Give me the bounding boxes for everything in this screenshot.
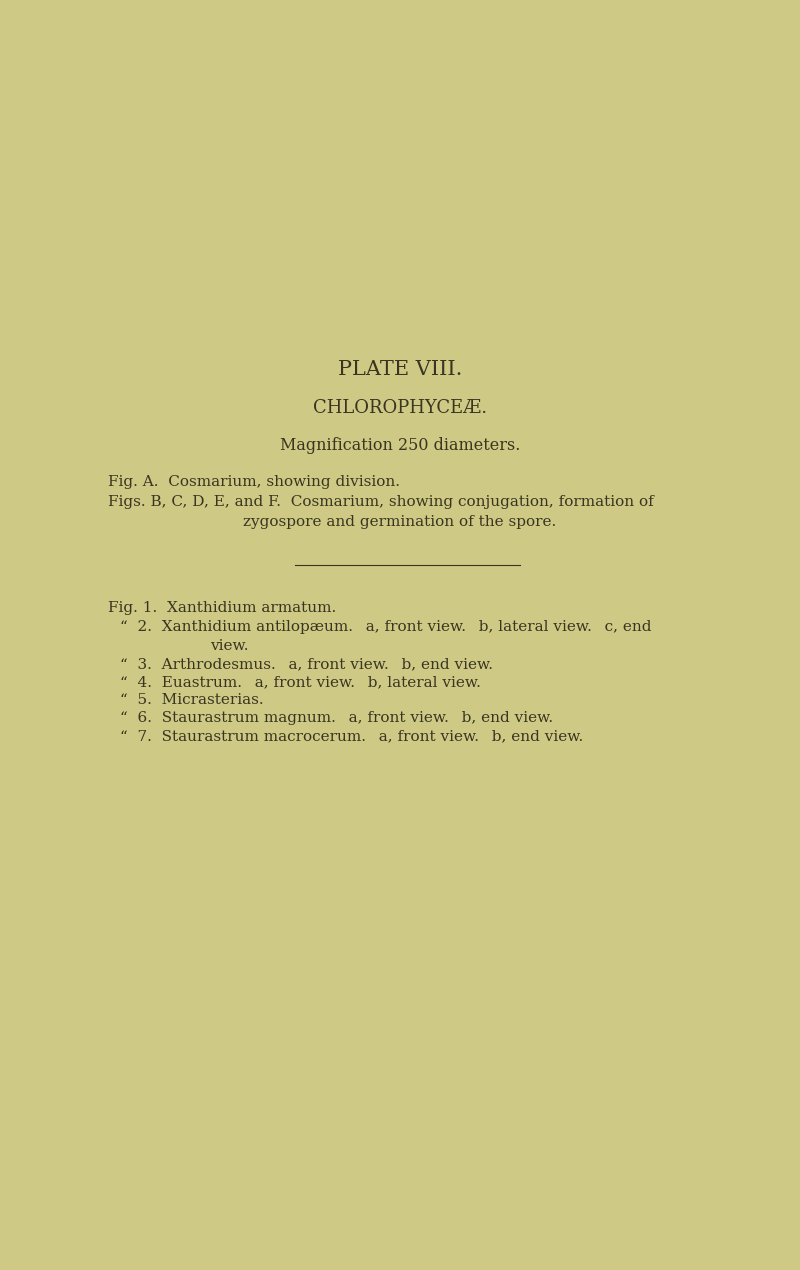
Text: zygospore and germination of the spore.: zygospore and germination of the spore. bbox=[243, 516, 557, 530]
Text: “  6.  Staurastrum magnum.   a, front view.   b, end view.: “ 6. Staurastrum magnum. a, front view. … bbox=[120, 711, 553, 725]
Text: “  5.  Micrasterias.: “ 5. Micrasterias. bbox=[120, 693, 264, 707]
Text: Fig. A.  Cosmarium, showing division.: Fig. A. Cosmarium, showing division. bbox=[108, 475, 400, 489]
Text: view.: view. bbox=[210, 639, 249, 653]
Text: “  7.  Staurastrum macrocerum.   a, front view.   b, end view.: “ 7. Staurastrum macrocerum. a, front vi… bbox=[120, 729, 583, 743]
Text: Fig. 1.  Xanthidium armatum.: Fig. 1. Xanthidium armatum. bbox=[108, 601, 336, 615]
Text: “  2.  Xanthidium antilopæum.   a, front view.   b, lateral view.   c, end: “ 2. Xanthidium antilopæum. a, front vie… bbox=[120, 620, 651, 634]
Text: “  3.  Arthrodesmus.   a, front view.   b, end view.: “ 3. Arthrodesmus. a, front view. b, end… bbox=[120, 657, 493, 671]
Text: Magnification 250 diameters.: Magnification 250 diameters. bbox=[280, 437, 520, 453]
Text: PLATE VIII.: PLATE VIII. bbox=[338, 361, 462, 380]
Text: “  4.  Euastrum.   a, front view.   b, lateral view.: “ 4. Euastrum. a, front view. b, lateral… bbox=[120, 674, 481, 690]
Text: Figs. B, C, D, E, and F.  Cosmarium, showing conjugation, formation of: Figs. B, C, D, E, and F. Cosmarium, show… bbox=[108, 495, 654, 509]
Text: CHLOROPHYCEÆ.: CHLOROPHYCEÆ. bbox=[313, 399, 487, 417]
